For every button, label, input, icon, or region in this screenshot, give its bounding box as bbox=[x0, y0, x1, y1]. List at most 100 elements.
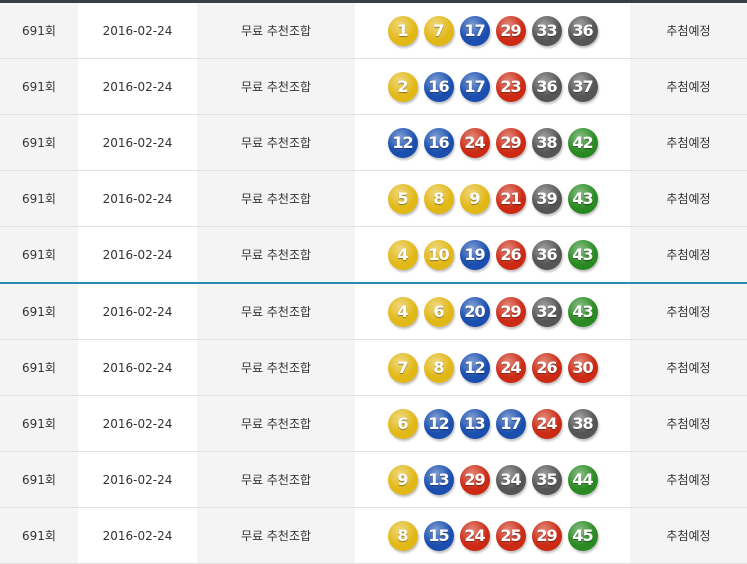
table-row: 691회 2016-02-24 무료 추천조합 4 10 19 26 36 43 추첨예정 bbox=[0, 227, 747, 284]
lotto-ball: 8 bbox=[387, 520, 418, 551]
date-cell: 2016-02-24 bbox=[78, 3, 197, 58]
label-cell: 무료 추천조합 bbox=[197, 3, 355, 58]
lotto-ball: 43 bbox=[567, 183, 598, 214]
date-cell: 2016-02-24 bbox=[78, 59, 197, 114]
lotto-ball: 36 bbox=[531, 71, 562, 102]
round-cell: 691회 bbox=[0, 396, 78, 451]
lotto-ball: 4 bbox=[387, 239, 418, 270]
lotto-ball: 6 bbox=[387, 408, 418, 439]
lotto-ball: 6 bbox=[423, 296, 454, 327]
date-cell: 2016-02-24 bbox=[78, 452, 197, 507]
label-cell: 무료 추천조합 bbox=[197, 396, 355, 451]
label-cell: 무료 추천조합 bbox=[197, 340, 355, 395]
status-cell: 추첨예정 bbox=[630, 396, 747, 451]
date-cell: 2016-02-24 bbox=[78, 227, 197, 282]
status-cell: 추첨예정 bbox=[630, 284, 747, 339]
label-cell: 무료 추천조합 bbox=[197, 171, 355, 226]
lotto-ball: 1 bbox=[387, 15, 418, 46]
numbers-cell: 1 7 17 29 33 36 bbox=[355, 3, 630, 58]
table-row: 691회 2016-02-24 무료 추천조합 6 12 13 17 24 38 추첨예정 bbox=[0, 396, 747, 452]
lotto-ball: 12 bbox=[387, 127, 418, 158]
table-row: 691회 2016-02-24 무료 추천조합 4 6 20 29 32 43 추첨예정 bbox=[0, 284, 747, 340]
lotto-ball: 23 bbox=[495, 71, 526, 102]
status-cell: 추첨예정 bbox=[630, 452, 747, 507]
lotto-ball: 24 bbox=[531, 408, 562, 439]
status-cell: 추첨예정 bbox=[630, 3, 747, 58]
lotto-ball: 29 bbox=[495, 296, 526, 327]
round-cell: 691회 bbox=[0, 59, 78, 114]
label-cell: 무료 추천조합 bbox=[197, 115, 355, 170]
top-border bbox=[0, 0, 747, 3]
lotto-ball: 17 bbox=[495, 408, 526, 439]
round-cell: 691회 bbox=[0, 171, 78, 226]
date-cell: 2016-02-24 bbox=[78, 284, 197, 339]
numbers-cell: 5 8 9 21 39 43 bbox=[355, 171, 630, 226]
round-cell: 691회 bbox=[0, 3, 78, 58]
table-row: 691회 2016-02-24 무료 추천조합 2 16 17 23 36 37 추첨예정 bbox=[0, 59, 747, 115]
lotto-ball: 33 bbox=[531, 15, 562, 46]
table-row: 691회 2016-02-24 무료 추천조합 12 16 24 29 38 42 추첨예정 bbox=[0, 115, 747, 171]
lotto-ball: 29 bbox=[495, 15, 526, 46]
numbers-cell: 6 12 13 17 24 38 bbox=[355, 396, 630, 451]
lotto-ball: 9 bbox=[459, 183, 490, 214]
lotto-ball: 29 bbox=[459, 464, 490, 495]
round-cell: 691회 bbox=[0, 227, 78, 282]
lotto-ball: 36 bbox=[567, 15, 598, 46]
lotto-ball: 9 bbox=[387, 464, 418, 495]
label-cell: 무료 추천조합 bbox=[197, 59, 355, 114]
date-cell: 2016-02-24 bbox=[78, 340, 197, 395]
lotto-ball: 45 bbox=[567, 520, 598, 551]
lotto-ball: 25 bbox=[495, 520, 526, 551]
numbers-cell: 4 6 20 29 32 43 bbox=[355, 284, 630, 339]
lotto-ball: 13 bbox=[423, 464, 454, 495]
lotto-ball: 21 bbox=[495, 183, 526, 214]
round-cell: 691회 bbox=[0, 508, 78, 563]
lotto-ball: 29 bbox=[531, 520, 562, 551]
lotto-ball: 8 bbox=[423, 183, 454, 214]
table-row: 691회 2016-02-24 무료 추천조합 8 15 24 25 29 45 추첨예정 bbox=[0, 508, 747, 564]
lotto-ball: 17 bbox=[459, 71, 490, 102]
lotto-ball: 12 bbox=[423, 408, 454, 439]
status-cell: 추첨예정 bbox=[630, 508, 747, 563]
lotto-ball: 29 bbox=[495, 127, 526, 158]
date-cell: 2016-02-24 bbox=[78, 115, 197, 170]
lotto-table: 691회 2016-02-24 무료 추천조합 1 7 17 29 33 36 추첨예정 691회 2… bbox=[0, 3, 747, 564]
label-cell: 무료 추천조합 bbox=[197, 508, 355, 563]
lotto-ball: 43 bbox=[567, 239, 598, 270]
lotto-ball: 32 bbox=[531, 296, 562, 327]
lotto-ball: 44 bbox=[567, 464, 598, 495]
lotto-ball: 13 bbox=[459, 408, 490, 439]
label-cell: 무료 추천조합 bbox=[197, 227, 355, 282]
lotto-ball: 8 bbox=[423, 352, 454, 383]
lotto-ball: 19 bbox=[459, 239, 490, 270]
table-row: 691회 2016-02-24 무료 추천조합 9 13 29 34 35 44 추첨예정 bbox=[0, 452, 747, 508]
date-cell: 2016-02-24 bbox=[78, 171, 197, 226]
round-cell: 691회 bbox=[0, 284, 78, 339]
table-row: 691회 2016-02-24 무료 추천조합 1 7 17 29 33 36 추첨예정 bbox=[0, 3, 747, 59]
lotto-ball: 4 bbox=[387, 296, 418, 327]
label-cell: 무료 추천조합 bbox=[197, 452, 355, 507]
lotto-ball: 2 bbox=[387, 71, 418, 102]
lotto-ball: 24 bbox=[459, 127, 490, 158]
lotto-ball: 38 bbox=[531, 127, 562, 158]
numbers-cell: 12 16 24 29 38 42 bbox=[355, 115, 630, 170]
lotto-ball: 42 bbox=[567, 127, 598, 158]
numbers-cell: 2 16 17 23 36 37 bbox=[355, 59, 630, 114]
status-cell: 추첨예정 bbox=[630, 227, 747, 282]
status-cell: 추첨예정 bbox=[630, 171, 747, 226]
date-cell: 2016-02-24 bbox=[78, 396, 197, 451]
numbers-cell: 9 13 29 34 35 44 bbox=[355, 452, 630, 507]
label-cell: 무료 추천조합 bbox=[197, 284, 355, 339]
date-cell: 2016-02-24 bbox=[78, 508, 197, 563]
table-row: 691회 2016-02-24 무료 추천조합 5 8 9 21 39 43 추첨예정 bbox=[0, 171, 747, 227]
lotto-ball: 37 bbox=[567, 71, 598, 102]
status-cell: 추첨예정 bbox=[630, 340, 747, 395]
lotto-ball: 7 bbox=[423, 15, 454, 46]
lotto-ball: 24 bbox=[495, 352, 526, 383]
numbers-cell: 4 10 19 26 36 43 bbox=[355, 227, 630, 282]
lotto-ball: 7 bbox=[387, 352, 418, 383]
status-cell: 추첨예정 bbox=[630, 59, 747, 114]
numbers-cell: 8 15 24 25 29 45 bbox=[355, 508, 630, 563]
status-cell: 추첨예정 bbox=[630, 115, 747, 170]
lotto-ball: 15 bbox=[423, 520, 454, 551]
